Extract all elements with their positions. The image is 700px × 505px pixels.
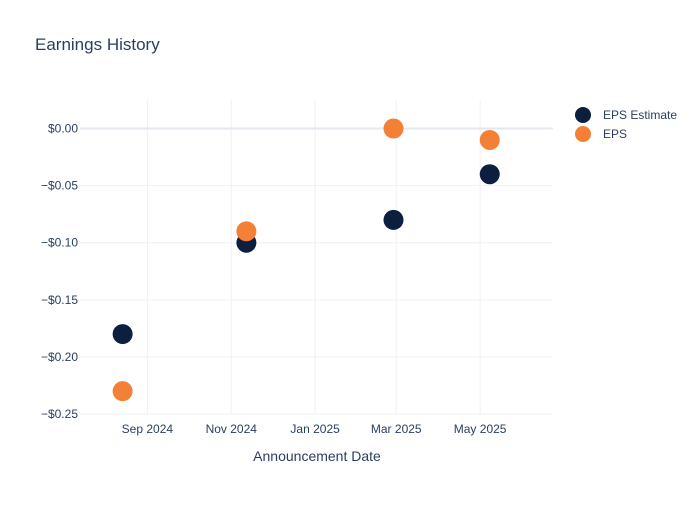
legend-marker[interactable]	[575, 107, 591, 123]
legend-marker[interactable]	[575, 126, 591, 142]
x-axis-title: Announcement Date	[253, 448, 381, 464]
legend[interactable]: EPS Estimate EPS	[575, 107, 677, 142]
y-tick-label: −$0.25	[41, 407, 78, 421]
legend-label[interactable]: EPS	[603, 127, 627, 141]
eps-estimate-point[interactable]	[383, 209, 404, 230]
x-tick-label: Sep 2024	[122, 422, 174, 436]
x-tick-label: Nov 2024	[206, 422, 258, 436]
y-tick-label: −$0.10	[41, 236, 78, 250]
eps-estimate-point[interactable]	[112, 324, 133, 345]
eps-point[interactable]	[112, 381, 133, 402]
legend-label[interactable]: EPS Estimate	[603, 108, 677, 122]
y-tick-label: −$0.05	[41, 179, 78, 193]
chart-title: Earnings History	[35, 35, 160, 54]
eps-point[interactable]	[383, 118, 404, 139]
x-tick-label: Mar 2025	[371, 422, 422, 436]
eps-point[interactable]	[236, 221, 257, 242]
x-axis-ticks: Sep 2024 Nov 2024 Jan 2025 Mar 2025 May 2025	[122, 422, 507, 436]
y-axis-ticks: $0.00 −$0.05 −$0.10 −$0.15 −$0.20 −$0.25	[41, 122, 78, 421]
y-tick-label: $0.00	[48, 122, 78, 136]
y-tick-label: −$0.15	[41, 293, 78, 307]
eps-estimate-point[interactable]	[479, 164, 500, 185]
x-tick-label: Jan 2025	[290, 422, 340, 436]
x-tick-label: May 2025	[454, 422, 507, 436]
eps-point[interactable]	[479, 129, 500, 150]
y-tick-label: −$0.20	[41, 350, 78, 364]
grid	[80, 100, 553, 415]
data-points	[112, 118, 500, 402]
